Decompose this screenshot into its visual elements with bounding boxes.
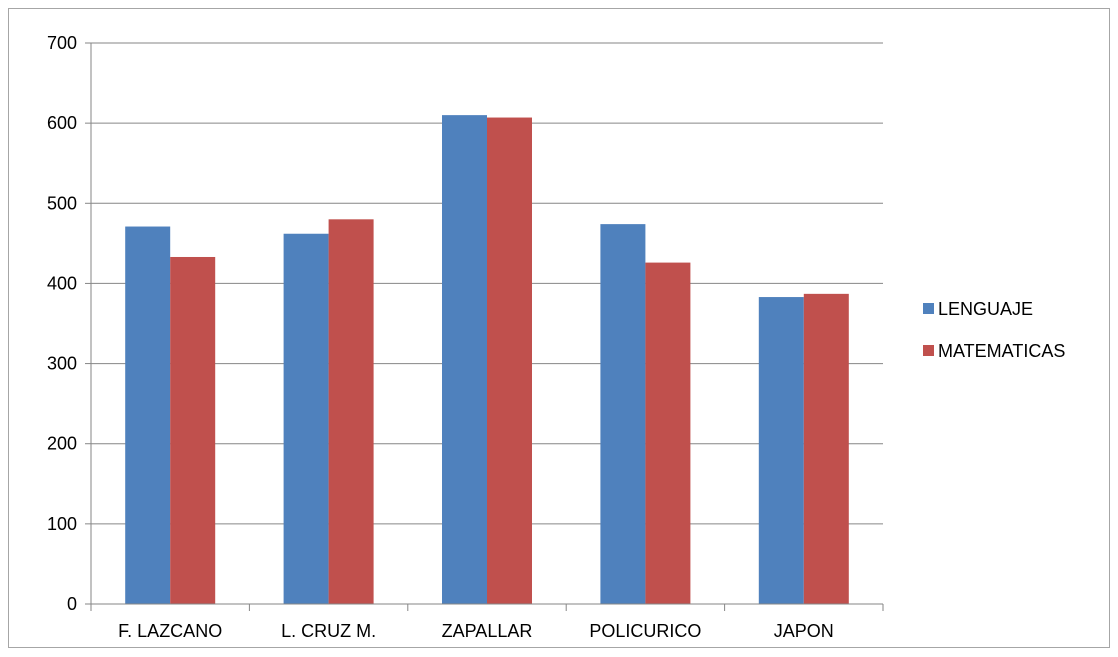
chart-frame: 0 100 200 300 400 500 600 700 F. LAZCANO L. CRUZ… [8, 8, 1110, 648]
x-tick-label: JAPON [774, 621, 834, 641]
bar-matematicas-2 [487, 117, 532, 604]
x-tick-label: POLICURICO [589, 621, 701, 641]
bar-matematicas-3 [645, 262, 691, 604]
y-tick-label: 400 [47, 273, 77, 293]
y-tick-label: 300 [47, 354, 77, 374]
y-tick-label: 500 [47, 193, 77, 213]
x-tick-label: L. CRUZ M. [281, 621, 376, 641]
x-tick-labels: F. LAZCANO L. CRUZ M. ZAPALLAR POLICURICO JA… [118, 621, 834, 641]
legend-label-lenguaje: LENGUAJE [938, 299, 1033, 319]
y-tick-label: 0 [67, 594, 77, 614]
legend: LENGUAJE MATEMATICAS [923, 299, 1065, 361]
legend-swatch-matematicas [923, 345, 934, 356]
x-tick-label: F. LAZCANO [118, 621, 222, 641]
bar-chart: 0 100 200 300 400 500 600 700 F. LAZCANO L. CRUZ… [47, 33, 1065, 641]
y-tick-label: 200 [47, 434, 77, 454]
y-tick-label: 700 [47, 33, 77, 53]
legend-swatch-lenguaje [923, 303, 934, 314]
bar-lenguaje-3 [600, 224, 646, 604]
legend-label-matematicas: MATEMATICAS [938, 341, 1065, 361]
y-tick-labels: 0 100 200 300 400 500 600 700 [47, 33, 77, 614]
bar-lenguaje-0 [125, 226, 171, 604]
bar-lenguaje-2 [442, 115, 487, 604]
bar-matematicas-0 [170, 256, 216, 604]
axes [85, 42, 884, 611]
bar-matematicas-1 [328, 219, 374, 605]
y-tick-label: 600 [47, 113, 77, 133]
bar-matematicas-4 [803, 293, 849, 604]
bar-lenguaje-4 [758, 297, 804, 604]
y-tick-label: 100 [47, 514, 77, 534]
bar-lenguaje-1 [283, 233, 329, 605]
bars [125, 115, 849, 605]
x-tick-label: ZAPALLAR [442, 621, 533, 641]
